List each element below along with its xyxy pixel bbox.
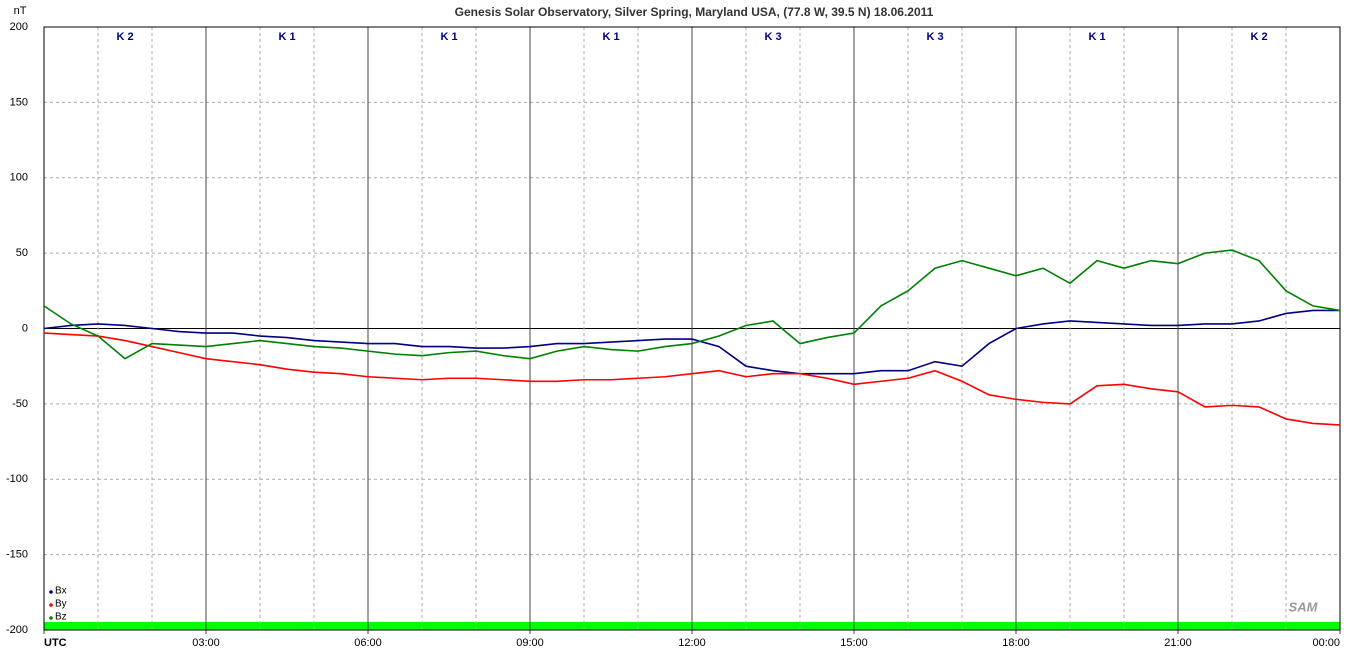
- k-index-label: K 1: [440, 31, 457, 43]
- series-line: [43, 249, 1341, 360]
- k-index-label: K 1: [602, 31, 619, 43]
- y-tick-label: 150: [10, 96, 28, 108]
- x-tick-label: 09:00: [516, 637, 544, 649]
- x-tick-label: 15:00: [840, 637, 868, 649]
- x-tick-label: 03:00: [192, 637, 220, 649]
- series-line: [43, 332, 1341, 426]
- legend-marker: [49, 590, 53, 594]
- y-tick-label: -50: [12, 398, 28, 410]
- legend-marker: [49, 603, 53, 607]
- y-tick-label: 0: [22, 322, 28, 334]
- legend-label: Bx: [55, 586, 67, 597]
- legend-label: By: [55, 599, 67, 610]
- logo: SAM: [1289, 599, 1319, 614]
- y-tick-label: 100: [10, 172, 28, 184]
- k-index-label: K 1: [278, 31, 295, 43]
- k-index-label: K 3: [764, 31, 781, 43]
- x-tick-label: UTC: [44, 637, 67, 649]
- chart-title: Genesis Solar Observatory, Silver Spring…: [455, 5, 934, 19]
- x-tick-label: 12:00: [678, 637, 706, 649]
- k-index-label: K 2: [116, 31, 133, 43]
- k-index-label: K 1: [1088, 31, 1105, 43]
- legend-marker: [49, 616, 53, 620]
- y-tick-label: 50: [16, 247, 28, 259]
- y-tick-label: 200: [10, 21, 28, 33]
- x-tick-label: 00:00: [1312, 637, 1340, 649]
- x-tick-label: 06:00: [354, 637, 382, 649]
- series-line: [43, 309, 1340, 375]
- y-tick-label: -100: [6, 473, 28, 485]
- x-tick-label: 18:00: [1002, 637, 1030, 649]
- y-axis-label: nT: [14, 5, 27, 17]
- y-tick-label: -200: [6, 624, 28, 636]
- y-tick-label: -150: [6, 549, 28, 561]
- k-index-label: K 3: [926, 31, 943, 43]
- k-index-label: K 2: [1250, 31, 1267, 43]
- x-tick-label: 21:00: [1164, 637, 1192, 649]
- legend-label: Bz: [55, 612, 67, 623]
